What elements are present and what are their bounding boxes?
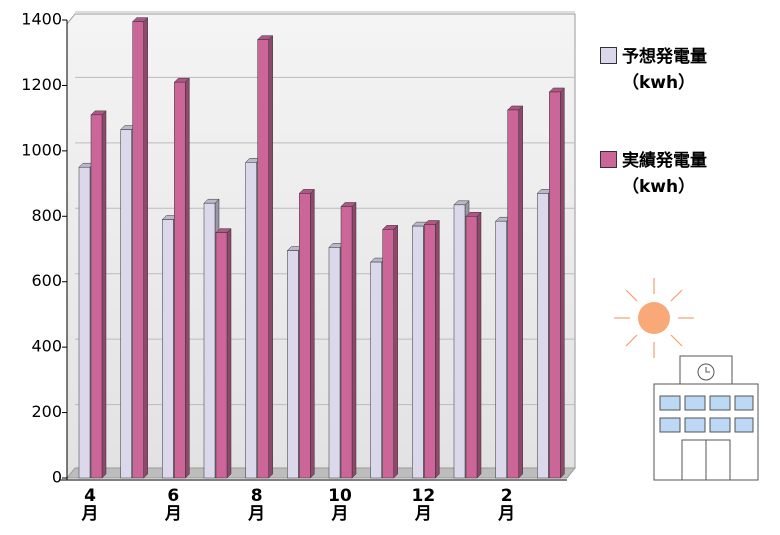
- bar-side: [519, 106, 523, 478]
- bar: [549, 88, 564, 478]
- bar-side: [560, 88, 564, 478]
- bar: [174, 78, 189, 478]
- bar-side: [435, 220, 439, 478]
- bar-side: [352, 202, 356, 478]
- y-tick-label: 1200: [21, 75, 62, 94]
- bar: [424, 220, 439, 478]
- bar-side: [310, 189, 314, 478]
- bar: [466, 212, 481, 478]
- legend-label: 予想発電量 （kwh）: [622, 44, 707, 96]
- bar-side: [227, 229, 231, 478]
- bar-front: [174, 82, 185, 478]
- y-tick-label: 800: [31, 206, 62, 225]
- x-tick-label: 4 月: [70, 487, 110, 523]
- bar-side: [144, 18, 148, 478]
- sun: [614, 278, 694, 358]
- bar: [216, 229, 231, 478]
- bar-front: [371, 262, 382, 478]
- x-tick-label: 12 月: [403, 487, 443, 523]
- bar-front: [204, 203, 215, 478]
- bar-front: [91, 115, 102, 478]
- bar-front: [216, 233, 227, 478]
- bar: [91, 111, 106, 478]
- legend-swatch: [600, 151, 617, 168]
- x-tick-label: 2 月: [487, 487, 527, 523]
- bar-front: [341, 206, 352, 478]
- page: 0 200 400 600 800 1000 1200 1400 4 月 6 月 8 月 10 月 1…: [0, 0, 780, 535]
- bar-front: [383, 229, 394, 478]
- bar: [299, 189, 314, 478]
- bar-front: [412, 226, 423, 478]
- bar-front: [537, 193, 548, 478]
- legend-swatch: [600, 47, 617, 64]
- bar-front: [79, 167, 90, 478]
- y-tick-label: 200: [31, 402, 62, 421]
- bar-front: [454, 205, 465, 478]
- bar: [258, 36, 273, 478]
- bar-front: [121, 130, 132, 478]
- bar-front: [549, 92, 560, 478]
- y-tick-label: 400: [31, 337, 62, 356]
- x-tick-label: 8 月: [237, 487, 277, 523]
- bar-front: [424, 224, 435, 478]
- bar-front: [299, 193, 310, 478]
- bar-front: [496, 221, 507, 478]
- bar: [383, 225, 398, 478]
- bar: [133, 18, 148, 478]
- bar-side: [477, 212, 481, 478]
- bar-front: [258, 40, 269, 478]
- bar-front: [508, 110, 519, 478]
- y-tick-label: 1400: [21, 10, 62, 29]
- bar-side: [185, 78, 189, 478]
- legend-label: 実績発電量 （kwh）: [622, 148, 707, 200]
- bar: [341, 202, 356, 478]
- y-tick-label: 600: [31, 271, 62, 290]
- bar-side: [269, 36, 273, 478]
- bar-front: [287, 251, 298, 478]
- building: [654, 356, 758, 480]
- bar: [508, 106, 523, 478]
- bar-front: [162, 220, 173, 478]
- bar-front: [466, 216, 477, 478]
- x-tick-label: 6 月: [153, 487, 193, 523]
- bar-front: [133, 22, 144, 478]
- bar-front: [246, 162, 257, 478]
- bar-front: [329, 247, 340, 478]
- bar-side: [394, 225, 398, 478]
- y-tick-label: 1000: [21, 140, 62, 159]
- bar-side: [102, 111, 106, 478]
- y-tick-label: 0: [52, 468, 62, 487]
- x-tick-label: 10 月: [320, 487, 360, 523]
